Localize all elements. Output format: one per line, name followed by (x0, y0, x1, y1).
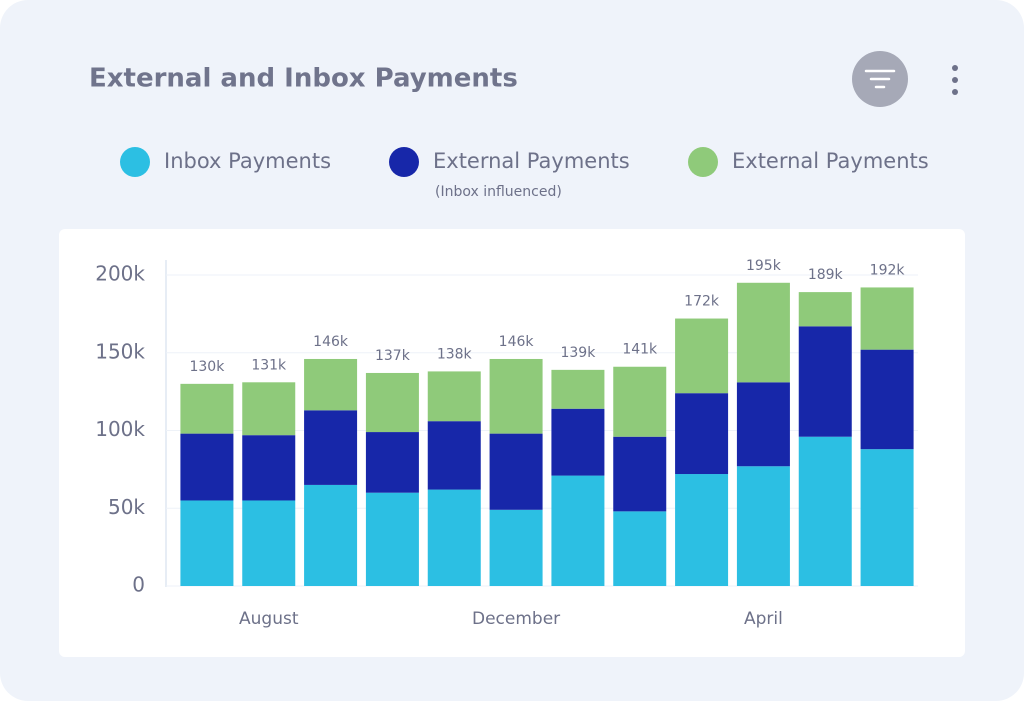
total-label: 146k (499, 334, 535, 350)
y-tick-label: 50k (108, 495, 145, 519)
y-tick-label: 200k (95, 262, 145, 286)
bar-segment (798, 292, 852, 327)
bar-segment (242, 382, 296, 436)
bar-segment (736, 282, 790, 383)
bar-segment (551, 369, 605, 409)
filter-button[interactable] (852, 51, 908, 107)
bar-segment (613, 436, 667, 512)
y-tick-label: 0 (132, 573, 145, 597)
bar-segment (489, 358, 543, 434)
bar-segment (860, 287, 914, 350)
bar-segment (427, 371, 481, 422)
bar-segment (489, 433, 543, 510)
legend-note: (Inbox influenced) (435, 184, 562, 200)
bar-segment (551, 408, 605, 476)
bar-segment (675, 318, 729, 394)
total-label: 137k (375, 348, 411, 364)
bar-segment (798, 326, 852, 437)
bar-segment (860, 349, 914, 450)
legend-label: External Payments (433, 149, 630, 173)
total-label: 130k (189, 359, 225, 375)
legend-label: External Payments (732, 149, 929, 173)
bar-segment (242, 435, 296, 501)
x-tick-label: December (472, 609, 560, 629)
bar-segment (304, 484, 358, 586)
bar-segment (675, 393, 729, 475)
legend-label: Inbox Payments (164, 149, 331, 173)
bar-segment (180, 433, 234, 501)
bar-segment (365, 492, 419, 586)
total-label: 138k (437, 346, 473, 362)
total-label: 146k (313, 334, 349, 350)
bar-segment (180, 500, 234, 586)
y-tick-label: 100k (95, 417, 145, 441)
total-label: 189k (808, 267, 844, 283)
total-label: 131k (251, 357, 287, 373)
total-label: 195k (746, 258, 782, 274)
legend-marker (120, 147, 150, 177)
bar-segment (180, 383, 234, 434)
bar-segment (860, 449, 914, 586)
x-tick-label: August (239, 609, 299, 629)
total-label: 141k (622, 342, 658, 358)
bar-segment (798, 436, 852, 586)
chart-title: External and Inbox Payments (89, 64, 518, 94)
bar-segment (736, 382, 790, 467)
legend-marker (389, 147, 419, 177)
bar-segment (427, 421, 481, 490)
x-tick-label: April (744, 609, 783, 629)
bar-segment (613, 366, 667, 437)
total-label: 192k (870, 262, 906, 278)
bar-segment (365, 432, 419, 493)
legend-marker (688, 147, 718, 177)
bar-segment (489, 509, 543, 586)
total-label: 139k (560, 345, 596, 361)
bar-segment (304, 358, 358, 411)
bar-segment (736, 466, 790, 586)
total-label: 172k (684, 294, 720, 310)
bar-segment (551, 475, 605, 586)
bar-segment (304, 410, 358, 485)
more-menu[interactable] (952, 65, 958, 95)
y-tick-label: 150k (95, 339, 145, 363)
bar-segment (365, 372, 419, 433)
bar-segment (675, 474, 729, 586)
bar-segment (427, 489, 481, 586)
bar-segment (242, 500, 296, 586)
bar-segment (613, 511, 667, 586)
